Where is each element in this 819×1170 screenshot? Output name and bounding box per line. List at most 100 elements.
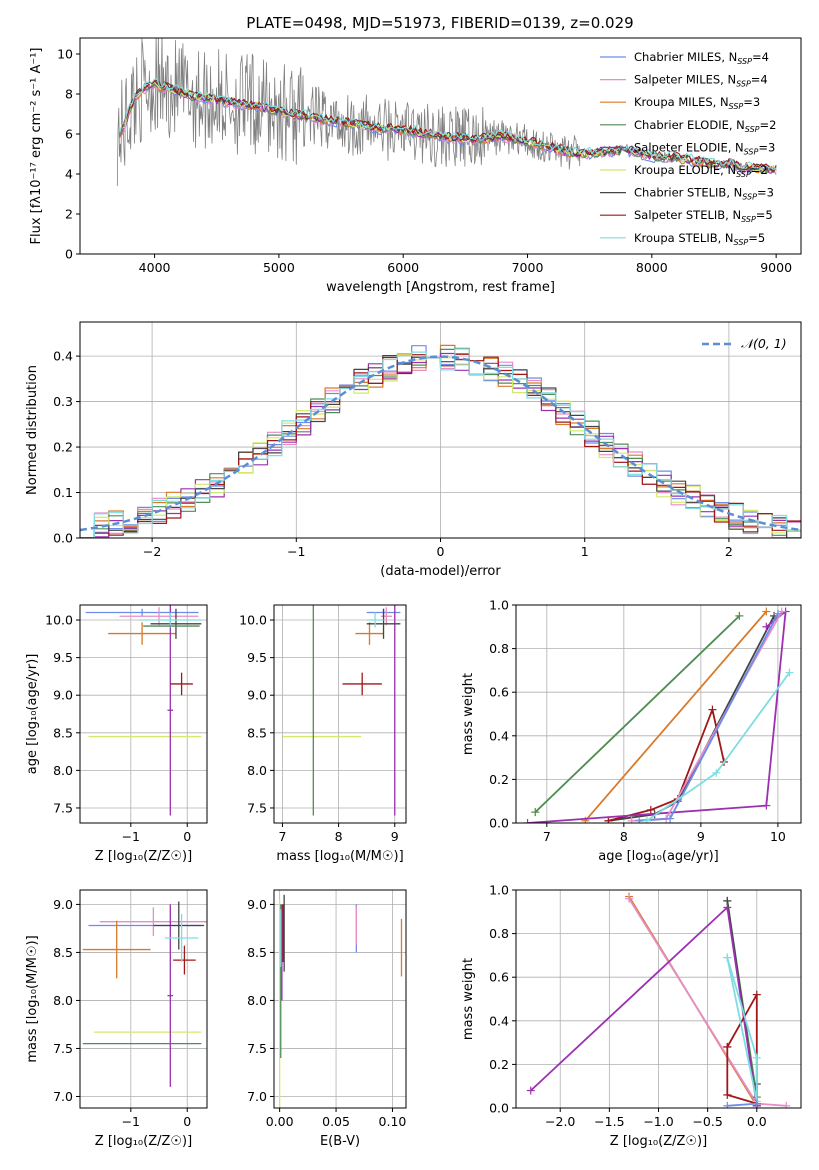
x-tick-label: 4000 [139, 260, 171, 275]
errorbar-point [139, 612, 202, 628]
y-tick-label: 1.0 [489, 883, 509, 898]
y-tick-label: 0.8 [489, 641, 509, 656]
y-tick-label: 8.5 [53, 945, 73, 960]
errorbar-point [82, 920, 151, 979]
plot-area [526, 892, 791, 1108]
errorbar-point [355, 622, 384, 645]
x-tick-label: 8 [620, 829, 628, 844]
errorbar-point [153, 901, 205, 950]
x-tick-label: −1.0 [643, 1114, 673, 1129]
y-tick-label: 0.4 [489, 1013, 509, 1028]
y-tick-label: 7.5 [53, 1041, 73, 1056]
errorbar-point [170, 672, 193, 696]
y-tick-label: 8.0 [247, 993, 267, 1008]
legend: Chabrier MILES, NSSP=4 Salpeter MILES, NS… [600, 50, 776, 247]
errorbar-point [366, 612, 384, 628]
legend-label: Salpeter STELIB, NSSP=5 [634, 208, 773, 224]
x-axis-label: (data-model)/error [380, 564, 501, 579]
legend-label: Salpeter ELODIE, NSSP=3 [634, 140, 775, 156]
x-axis-label: wavelength [Angstrom, rest frame] [326, 280, 555, 295]
errorbar-point [85, 608, 199, 617]
axes-border [273, 889, 407, 1109]
y-tick-label: 10.0 [239, 613, 267, 628]
y-tick-label: 9.0 [247, 897, 267, 912]
x-axis-label: mass [log₁₀(M/M☉)] [276, 849, 403, 864]
axis-frame [79, 604, 208, 824]
errorbar-point [108, 622, 176, 645]
x-tick-label: 0.10 [379, 1114, 407, 1129]
y-tick-label: 8.0 [53, 993, 73, 1008]
model-spectrum-line [119, 85, 777, 176]
errorbar-point [380, 607, 392, 626]
plot-area [85, 605, 202, 816]
y-tick-label: 8.0 [53, 763, 73, 778]
y-tick-label: 0.0 [489, 816, 509, 831]
panel-age_vs_mass: 7 8 9 7.5 8.0 8.5 9.0 9.5 10.0 mass [log₁₀(M/M☉)] [239, 604, 407, 864]
y-tick-label: 0.4 [489, 728, 509, 743]
y-tick-label: 9.0 [53, 688, 73, 703]
x-tick-label: 5000 [263, 260, 295, 275]
plot-area [282, 605, 401, 816]
axes-border [79, 37, 802, 255]
legend-label: Kroupa ELODIE, NSSP=2 [634, 163, 768, 179]
x-tick-label: 0.0 [747, 1114, 767, 1129]
x-tick-label: 0 [437, 544, 445, 559]
legend-label: Chabrier ELODIE, NSSP=2 [634, 118, 776, 134]
panel-weight_vs_age: 7 8 9 10 0.0 0.2 0.4 0.6 0.8 1.0 age [log₁₀(age/yr… [461, 598, 802, 864]
x-tick-label: 1 [581, 544, 589, 559]
y-tick-label: 7.0 [53, 1089, 73, 1104]
y-tick-label: 7.5 [53, 800, 73, 815]
x-tick-label: 0.00 [266, 1114, 294, 1129]
axis-frame [79, 889, 208, 1109]
x-tick-label: 8000 [636, 260, 668, 275]
axes-border [79, 604, 208, 824]
y-tick-label: 9.0 [247, 688, 267, 703]
axis-frame [273, 604, 407, 824]
y-tick-label: 8 [65, 87, 73, 102]
legend-label: Kroupa STELIB, NSSP=5 [634, 231, 765, 247]
axis-frame [515, 604, 802, 824]
y-axis-label: mass weight [461, 673, 476, 755]
errorbar-point [366, 608, 401, 639]
x-tick-label: 9000 [760, 260, 792, 275]
y-tick-label: 0.8 [489, 926, 509, 941]
y-tick-label: 4 [65, 167, 73, 182]
errorbar-point [99, 907, 207, 937]
weight-series-line [726, 957, 758, 1103]
y-tick-label: 0 [65, 247, 73, 262]
plot-area [80, 344, 801, 538]
plot-area [82, 901, 207, 1087]
x-tick-label: −0.5 [692, 1114, 722, 1129]
panel-residuals: −2 −1 0 1 2 0.0 0.1 0.2 0.3 0.4 (data-model)/error… [25, 321, 802, 579]
x-axis-label: E(B-V) [320, 1134, 360, 1149]
x-axis-label: Z [log₁₀(Z/Z☉)] [95, 849, 192, 864]
plot-area [116, 38, 777, 187]
x-tick-label: −1 [122, 1114, 140, 1129]
y-tick-label: 0.2 [489, 772, 509, 787]
weight-series-line [534, 615, 741, 813]
y-tick-label: 2 [65, 207, 73, 222]
axes-border [515, 604, 802, 824]
x-tick-label: 0.05 [322, 1114, 350, 1129]
y-tick-label: 0.1 [53, 485, 73, 500]
y-tick-label: 0.0 [53, 531, 73, 546]
axes-border [273, 604, 407, 824]
y-tick-label: 0.4 [53, 349, 73, 364]
histogram-series [80, 348, 801, 538]
model-spectrum-line [119, 78, 777, 171]
x-tick-label: 10 [770, 829, 786, 844]
y-tick-label: 0.6 [489, 685, 509, 700]
axis-frame [79, 37, 802, 255]
y-tick-label: 0.0 [489, 1101, 509, 1116]
x-tick-label: −1 [122, 829, 140, 844]
weight-series-line [727, 1102, 757, 1107]
legend-label: Kroupa MILES, NSSP=3 [634, 95, 760, 111]
x-tick-label: 7 [278, 829, 286, 844]
x-tick-label: 0 [183, 1114, 191, 1129]
panel-mass_vs_ebv: 0.00 0.05 0.10 7.0 7.5 8.0 8.5 9.0 E(B-V) [247, 889, 407, 1149]
x-tick-label: −2.0 [545, 1114, 575, 1129]
y-tick-label: 10 [57, 47, 73, 62]
x-tick-label: 2 [725, 544, 733, 559]
panel-age_vs_Z: −1 0 7.5 8.0 8.5 9.0 9.5 10.0 Z [log₁₀(Z/Z☉)] age… [25, 604, 208, 864]
figure-title: PLATE=0498, MJD=51973, FIBERID=0139, z=0… [246, 14, 633, 32]
